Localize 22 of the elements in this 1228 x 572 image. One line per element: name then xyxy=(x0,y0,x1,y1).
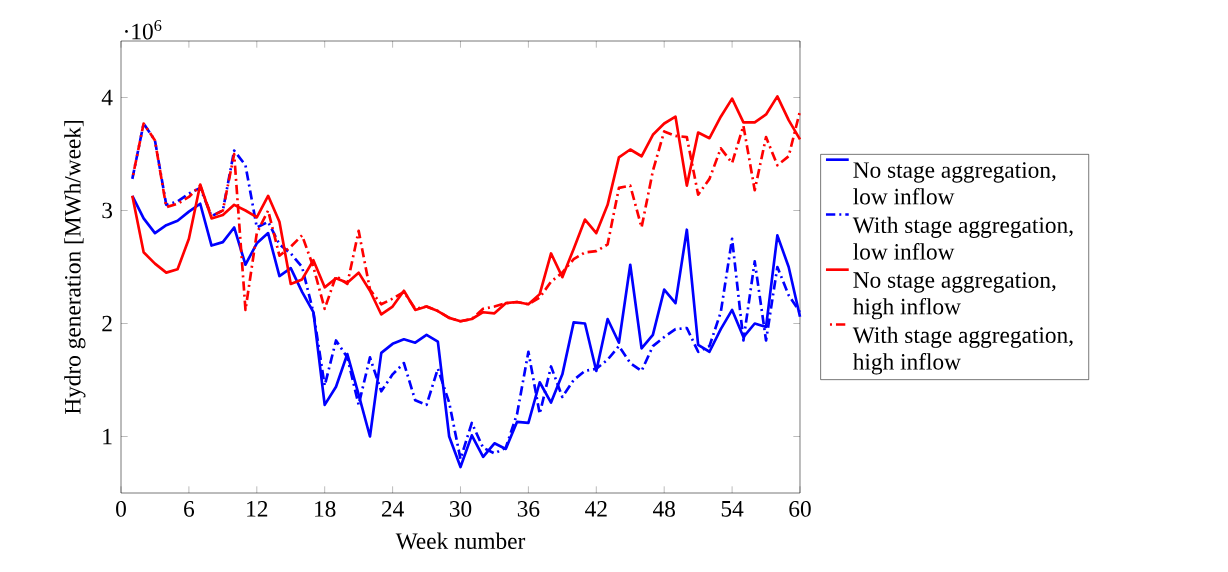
x-tick-label: 0 xyxy=(116,501,126,517)
text: ·10$^{6}$ xyxy=(125,20,162,40)
x-tick-label: 6 xyxy=(184,501,195,517)
x-tick-label: 36 xyxy=(517,501,540,517)
y-tick-label: 4 xyxy=(101,89,113,106)
x-tick-label: 42 xyxy=(585,501,607,517)
legend-label: With stage aggregation, low inflow xyxy=(852,216,1073,260)
y-tick-label: 2 xyxy=(102,315,112,332)
legend-label: No stage aggregation, low inflow xyxy=(853,162,1056,205)
x-tick-label: 12 xyxy=(247,501,268,517)
x-axis-title: Week number xyxy=(395,532,526,550)
legend-label: No stage aggregation, high inflow xyxy=(852,272,1056,320)
x-tick-label: 54 xyxy=(721,501,744,517)
legend-label: With stage aggregation, high inflow xyxy=(852,326,1073,375)
y-tick-label: 3 xyxy=(102,202,113,219)
y-axis-title: Hydro generation [MWh/week] xyxy=(64,120,86,415)
x-tick-label: 60 xyxy=(789,501,811,517)
x-tick-label: 30 xyxy=(449,501,472,517)
y-tick-label: 1 xyxy=(103,428,112,445)
x-tick-label: 18 xyxy=(315,501,336,517)
x-tick-label: 48 xyxy=(652,501,675,517)
x-tick-label: 24 xyxy=(381,501,404,517)
